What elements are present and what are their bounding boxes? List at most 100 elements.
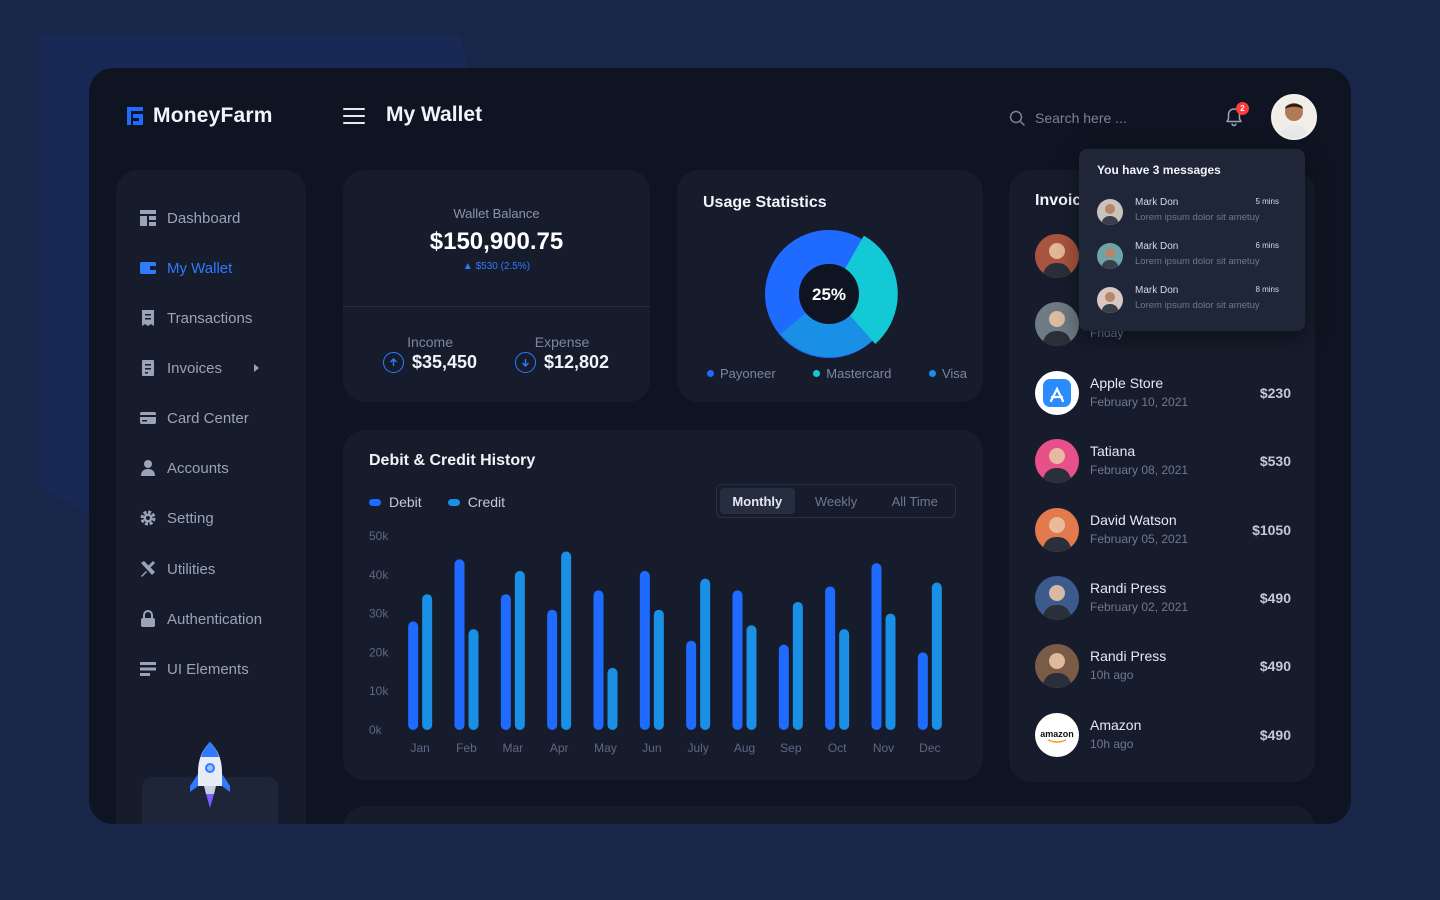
credit-card-icon xyxy=(139,409,157,427)
bar-credit xyxy=(931,582,942,730)
wallet-balance-change: ▲ $530 (2.5%) xyxy=(462,261,531,272)
sidebar-item-accounts[interactable]: Accounts xyxy=(139,457,229,479)
lock-icon xyxy=(139,610,157,628)
bar-debit xyxy=(778,644,789,730)
search-input[interactable] xyxy=(1035,110,1175,126)
message-preview: Lorem ipsum dolor sit ametuy xyxy=(1135,212,1260,223)
sidebar-item-invoices[interactable]: Invoices xyxy=(139,357,260,379)
debit-credit-bar-chart: 0k 10k 20k 30k 40k 50k Jan Feb Mar Apr May Jun July A… xyxy=(369,529,942,755)
dashboard-icon xyxy=(139,209,157,227)
bar-credit xyxy=(607,667,618,730)
invoice-row[interactable] xyxy=(1035,234,1291,280)
search-bar xyxy=(1009,106,1189,130)
avatar xyxy=(1035,507,1079,552)
sidebar-item-label: Authentication xyxy=(167,610,263,628)
bar-credit xyxy=(561,551,572,730)
legend-item-credit: Credit xyxy=(447,494,505,510)
sidebar-item-dashboard[interactable]: Dashboard xyxy=(139,207,240,229)
message-item[interactable]: Mark Don 8 mins Lorem ipsum dolor sit amet… xyxy=(1097,285,1279,319)
x-tick-label: May xyxy=(594,741,617,755)
invoice-amount: $230 xyxy=(1259,384,1291,401)
page-title: My Wallet xyxy=(386,103,483,126)
bar-debit xyxy=(871,563,882,730)
usage-legend: Payoneer Mastercard Visa xyxy=(707,366,967,381)
sidebar-item-label: Dashboard xyxy=(167,209,241,227)
invoice-row[interactable]: Randi Press February 02, 2021 $490 xyxy=(1035,576,1291,622)
message-sender: Mark Don xyxy=(1135,197,1179,208)
invoice-row[interactable]: Tatiana February 08, 2021 $530 xyxy=(1035,439,1291,485)
sidebar-item-card-center[interactable]: Card Center xyxy=(139,407,249,429)
invoice-date: 10h ago xyxy=(1090,736,1134,751)
invoice-icon xyxy=(139,359,157,377)
message-item[interactable]: Mark Don 5 mins Lorem ipsum dolor sit amet… xyxy=(1097,197,1279,231)
message-preview: Lorem ipsum dolor sit ametuy xyxy=(1135,256,1260,267)
bar-credit xyxy=(468,629,479,730)
sidebar: Dashboard My Wallet Transactions Invoice… xyxy=(116,170,306,824)
messages-header: You have 3 messages xyxy=(1097,163,1221,177)
chevron-right-icon xyxy=(254,364,260,372)
menu-toggle-icon[interactable] xyxy=(343,108,365,124)
message-time: 8 mins xyxy=(1255,285,1279,294)
sidebar-item-my-wallet[interactable]: My Wallet xyxy=(139,257,232,279)
notification-badge: 2 xyxy=(1236,102,1249,115)
sidebar-item-ui-elements[interactable]: UI Elements xyxy=(139,658,249,680)
sidebar-item-utilities[interactable]: Utilities xyxy=(139,558,215,580)
user-avatar[interactable] xyxy=(1271,94,1317,140)
avatar xyxy=(1035,439,1079,484)
wallet-balance-card: Wallet Balance $150,900.75 ▲ $530 (2.5%)… xyxy=(343,170,650,402)
invoice-row[interactable]: Friday xyxy=(1035,302,1291,348)
avatar xyxy=(1097,199,1123,225)
sidebar-item-label: Utilities xyxy=(167,560,216,578)
usage-statistics-card: Usage Statistics 25% Payoneer Mastercard… xyxy=(677,170,983,402)
x-tick-label: Feb xyxy=(456,741,477,755)
income-stat: Income $35,450 xyxy=(383,334,477,373)
message-time: 5 mins xyxy=(1255,197,1279,206)
message-sender: Mark Don xyxy=(1135,241,1179,252)
arrow-up-icon: ▲ xyxy=(462,261,473,272)
y-tick-label: 0k xyxy=(369,723,383,737)
sidebar-item-transactions[interactable]: Transactions xyxy=(139,307,252,329)
invoice-date: February 05, 2021 xyxy=(1090,531,1189,546)
x-tick-label: Sep xyxy=(780,741,802,755)
bar-credit xyxy=(839,629,850,730)
sidebar-item-label: Card Center xyxy=(167,409,249,427)
y-tick-label: 10k xyxy=(369,684,389,698)
bar-credit xyxy=(746,625,757,730)
expense-stat: Expense $12,802 xyxy=(515,334,609,373)
bar-debit xyxy=(732,590,743,730)
invoice-row[interactable]: Randi Press 10h ago $490 xyxy=(1035,644,1291,690)
invoice-date: 10h ago xyxy=(1090,668,1134,683)
tab-monthly[interactable]: Monthly xyxy=(720,488,795,514)
list-icon xyxy=(139,660,157,678)
invoice-date: February 08, 2021 xyxy=(1090,463,1189,478)
usage-title: Usage Statistics xyxy=(703,194,827,211)
message-item[interactable]: Mark Don 6 mins Lorem ipsum dolor sit amet… xyxy=(1097,241,1279,275)
bar-debit xyxy=(408,621,419,730)
tools-icon xyxy=(139,560,157,578)
bar-debit xyxy=(686,640,697,730)
tab-all-time[interactable]: All Time xyxy=(891,493,938,509)
invoice-date: February 10, 2021 xyxy=(1090,394,1189,409)
tab-weekly[interactable]: Weekly xyxy=(814,493,858,509)
app-window: MoneyFarm My Wallet 2 Dashboard My Walle… xyxy=(89,68,1351,824)
expense-label: Expense xyxy=(534,334,590,350)
invoice-row[interactable]: David Watson February 05, 2021 $1050 xyxy=(1035,507,1291,554)
wallet-balance-value: $150,900.75 xyxy=(429,228,564,255)
sidebar-item-authentication[interactable]: Authentication xyxy=(139,608,262,630)
x-tick-label: Mar xyxy=(502,741,523,755)
invoice-row[interactable]: Apple Store February 10, 2021 $230 xyxy=(1035,370,1291,417)
svg-text:amazon: amazon xyxy=(1040,729,1074,739)
x-tick-label: July xyxy=(687,741,708,755)
sidebar-item-setting[interactable]: Setting xyxy=(139,507,214,529)
notification-button[interactable]: 2 xyxy=(1223,102,1249,130)
invoice-name: Amazon xyxy=(1090,716,1142,733)
bottom-card xyxy=(343,806,1315,824)
divider xyxy=(343,306,650,307)
sidebar-item-label: My Wallet xyxy=(167,259,233,277)
bar-debit xyxy=(454,559,465,730)
bar-credit xyxy=(700,578,711,730)
app-name: MoneyFarm xyxy=(153,104,273,127)
invoice-row[interactable]: amazon Amazon 10h ago $490 xyxy=(1035,712,1291,759)
logo[interactable]: MoneyFarm xyxy=(127,104,273,128)
usage-center-label: 25% xyxy=(812,285,846,304)
